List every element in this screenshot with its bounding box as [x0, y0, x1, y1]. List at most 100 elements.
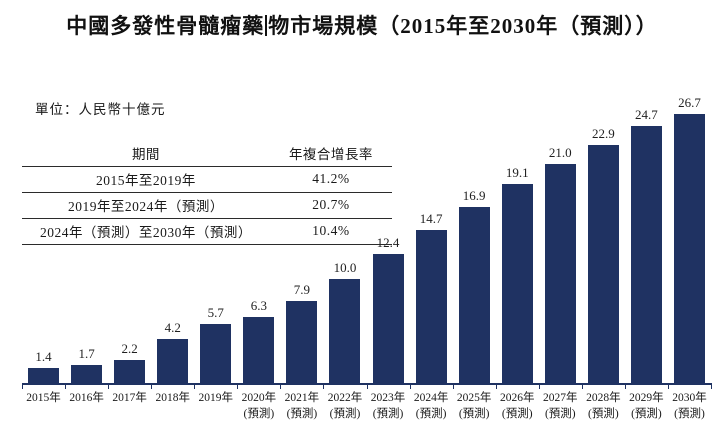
x-axis-year: 2019年: [198, 392, 234, 404]
x-axis-forecast-note: (預測): [458, 408, 490, 420]
x-axis-year: 2018年: [155, 392, 190, 404]
x-axis-label: 2015年: [22, 390, 65, 422]
bar-group: 1.4: [22, 95, 65, 383]
bar-group: 19.1: [496, 95, 539, 383]
x-axis-year: 2017年: [112, 392, 147, 404]
x-axis-labels: 2015年 2016年 2017年 2018年 2019年 2020年 (預測) 2021年 (…: [22, 390, 711, 422]
x-axis-forecast-note: (預測): [329, 408, 361, 420]
bar-value-label: 1.7: [78, 346, 95, 362]
bar: [673, 114, 705, 383]
x-axis-label: 2029年 (預測): [625, 390, 668, 422]
table-row: 2024年（預測）至2030年（預測） 10.4%: [22, 219, 392, 245]
x-axis-forecast-note: (預測): [501, 408, 533, 420]
x-axis-label: 2026年 (預測): [496, 390, 539, 422]
axis-tick: [624, 385, 626, 389]
bar-value-label: 14.7: [419, 210, 443, 226]
bar: [501, 184, 533, 383]
x-axis-year: 2021年: [284, 392, 320, 404]
bar: [28, 368, 60, 383]
page-title: 中國多發性骨髓瘤藥 物市場規模（2015年至2030年（預測））: [0, 10, 724, 40]
x-axis-forecast-note: (預測): [286, 408, 318, 420]
bar-group: 1.7: [65, 95, 108, 383]
bar-group: 12.4: [367, 95, 410, 383]
bar: [329, 278, 361, 383]
x-axis-label: 2024年 (預測): [410, 390, 453, 422]
x-axis-year: 2023年: [370, 392, 406, 404]
bar-value-label: 19.1: [505, 165, 529, 181]
x-axis-label: 2016年: [65, 390, 108, 422]
x-axis-forecast-note: (預測): [243, 408, 275, 420]
bar-group: 22.9: [582, 95, 625, 383]
x-axis-label: 2028年 (預測): [582, 390, 625, 422]
bar: [114, 360, 146, 383]
bar-group: 4.2: [151, 95, 194, 383]
x-axis-year: 2016年: [69, 392, 104, 404]
axis-tick: [22, 385, 23, 389]
bar-value-label: 22.9: [591, 125, 615, 141]
x-axis-forecast-note: (預測): [415, 408, 447, 420]
bar-value-label: 4.2: [164, 320, 181, 336]
table-header-row: 期間 年複合增長率: [22, 141, 392, 167]
bar-group: 16.9: [453, 95, 496, 383]
bar-value-label: 5.7: [207, 304, 224, 320]
bar: [157, 339, 189, 383]
axis-tick: [151, 385, 153, 389]
title-text-right: 物市場規模（2015年至2030年（預測））: [268, 14, 658, 38]
bar-value-label: 21.0: [548, 145, 572, 161]
x-axis-label: 2023年 (預測): [367, 390, 410, 422]
x-axis-year: 2024年: [413, 392, 449, 404]
x-axis-forecast-note: (預測): [674, 408, 705, 420]
table-row: 2015年至2019年 41.2%: [22, 167, 392, 193]
bar-value-label: 6.3: [250, 298, 267, 314]
axis-tick: [538, 385, 540, 389]
cagr-cell: 41.2%: [312, 171, 350, 186]
x-axis-label: 2019年: [194, 390, 237, 422]
axis-tick: [194, 385, 196, 389]
bar: [458, 207, 490, 383]
bar-value-label: 7.9: [293, 281, 311, 297]
bar-group: 24.7: [625, 95, 668, 383]
bar-group: 2.2: [108, 95, 151, 383]
x-axis-forecast-note: (預測): [372, 408, 404, 420]
axis-tick: [108, 385, 110, 389]
table-header-cagr: 年複合增長率: [288, 147, 373, 162]
cagr-cell: 10.4%: [312, 223, 350, 238]
bar: [415, 229, 447, 383]
cagr-table: 期間 年複合增長率 2015年至2019年 41.2% 2019年至2024年（…: [22, 141, 392, 245]
x-axis-year: 2027年: [543, 392, 578, 404]
cagr-cell: 20.7%: [312, 197, 350, 212]
axis-tick: [581, 385, 583, 389]
bar-group: 21.0: [539, 95, 582, 383]
x-axis-label: 2020年 (預測): [237, 390, 280, 422]
bar: [587, 144, 619, 383]
bar-value-label: 10.0: [333, 259, 357, 275]
x-axis-year: 2030年: [672, 392, 707, 404]
bar-group: 7.9: [280, 95, 323, 383]
bar-value-label: 2.2: [121, 341, 138, 357]
x-axis-label: 2022年 (預測): [323, 390, 366, 422]
axis-tick: [65, 385, 67, 389]
bar-group: 26.7: [668, 95, 711, 383]
bar: [71, 365, 103, 383]
axis-tick: [280, 385, 282, 389]
bar-group: 5.7: [194, 95, 237, 383]
x-axis-forecast-note: (預測): [588, 408, 619, 420]
bar-value-label: 12.4: [376, 234, 400, 250]
x-axis-year: 2026年: [499, 392, 535, 404]
x-axis-year: 2015年: [26, 392, 61, 404]
bar: [243, 317, 275, 383]
axis-tick: [495, 385, 497, 389]
x-axis-year: 2022年: [327, 392, 363, 404]
x-axis-label: 2018年: [151, 390, 194, 422]
x-axis-year: 2020年: [241, 392, 277, 404]
bar: [630, 125, 662, 383]
axis-tick: [237, 385, 239, 389]
bar-value-label: 24.7: [635, 106, 658, 122]
x-axis-label: 2017年: [108, 390, 151, 422]
bar-value-label: 16.9: [462, 188, 486, 204]
x-axis-year: 2025年: [456, 392, 492, 404]
table-row: 2019年至2024年（預測） 20.7%: [22, 193, 392, 219]
table-header-period: 期間: [131, 147, 160, 162]
x-axis-forecast-note: (預測): [544, 408, 576, 420]
